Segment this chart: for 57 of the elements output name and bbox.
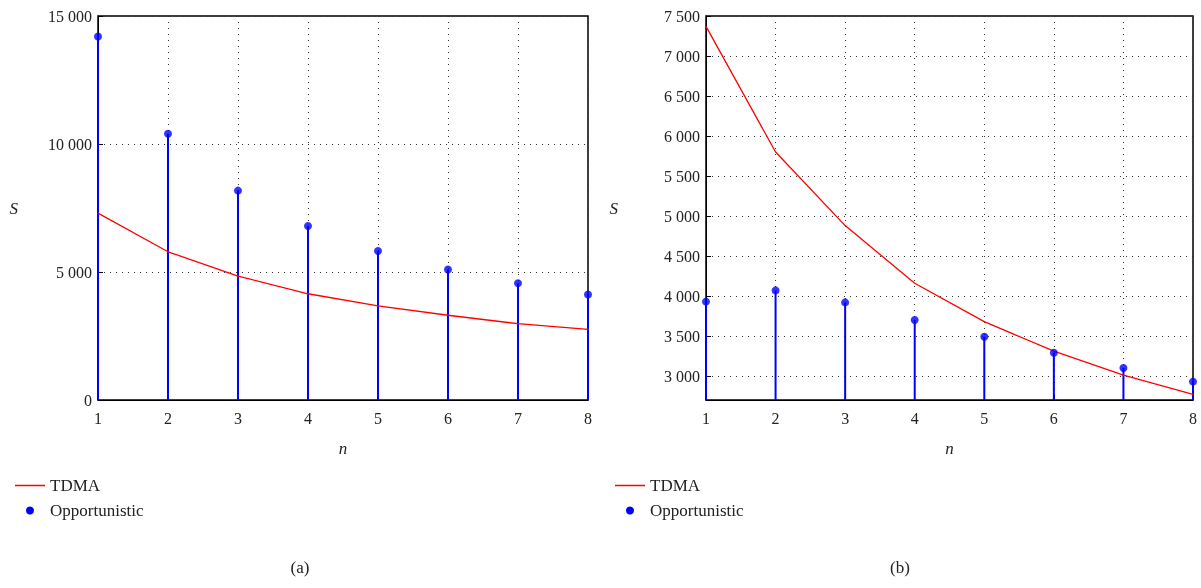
y-axis-title: S: [609, 198, 619, 218]
y-tick-label: 4 000: [664, 287, 700, 305]
point: [702, 297, 710, 306]
y-tick-label: 7 000: [664, 47, 700, 65]
y-tick-label: 15 000: [48, 7, 92, 25]
x-tick-label: 2: [771, 409, 780, 427]
x-tick-label: 8: [1189, 409, 1197, 427]
legend-label: TDMA: [650, 476, 701, 495]
point: [374, 247, 382, 256]
x-tick-label: 1: [702, 409, 710, 427]
x-tick-label: 8: [584, 409, 592, 427]
point: [1189, 377, 1197, 386]
x-tick-label: 7: [514, 409, 522, 427]
point: [164, 129, 172, 138]
point: [444, 265, 452, 274]
point: [910, 316, 919, 324]
x-tick-label: 3: [841, 409, 850, 427]
point: [841, 298, 850, 307]
y-tick-label: 7 500: [664, 7, 700, 25]
y-tick-label: 4 500: [664, 247, 700, 265]
point: [514, 279, 522, 288]
x-axis-title: n: [338, 439, 348, 458]
point: [234, 186, 242, 195]
y-tick-label: 3 000: [664, 367, 700, 385]
text: (b): [890, 558, 910, 577]
y-tick-label: 10 000: [48, 135, 92, 153]
point: [1049, 348, 1058, 357]
y-axis-title: S: [9, 198, 19, 218]
x-axis-title: n: [945, 439, 954, 458]
x-tick-label: 4: [910, 409, 919, 427]
legend-label: TDMA: [50, 476, 101, 495]
x-tick-label: 1: [94, 409, 102, 427]
x-tick-label: 7: [1119, 409, 1128, 427]
line-series: [97, 212, 589, 330]
point: [771, 286, 780, 295]
y-tick-label: 5 000: [56, 263, 92, 281]
x-tick-label: 6: [1049, 409, 1058, 427]
point: [584, 290, 592, 299]
text: (a): [290, 558, 310, 577]
point: [304, 221, 312, 230]
legend-label: Opportunistic: [650, 501, 744, 520]
x-tick-label: 4: [304, 409, 312, 427]
point: [980, 332, 989, 341]
x-tick-label: 5: [374, 409, 382, 427]
y-tick-label: 5 500: [664, 167, 700, 185]
y-tick-label: 3 500: [664, 327, 700, 345]
legend-label: Opportunistic: [50, 501, 144, 520]
point: [94, 32, 102, 41]
x-tick-label: 2: [164, 409, 172, 427]
y-tick-label: 5 000: [664, 207, 700, 225]
y-tick-label: 6 500: [664, 87, 700, 105]
point: [1119, 364, 1128, 372]
y-tick-label: 0: [84, 391, 92, 409]
y-tick-label: 6 000: [664, 127, 700, 145]
x-tick-label: 3: [234, 409, 242, 427]
x-tick-label: 5: [980, 409, 989, 427]
x-tick-label: 6: [444, 409, 452, 427]
